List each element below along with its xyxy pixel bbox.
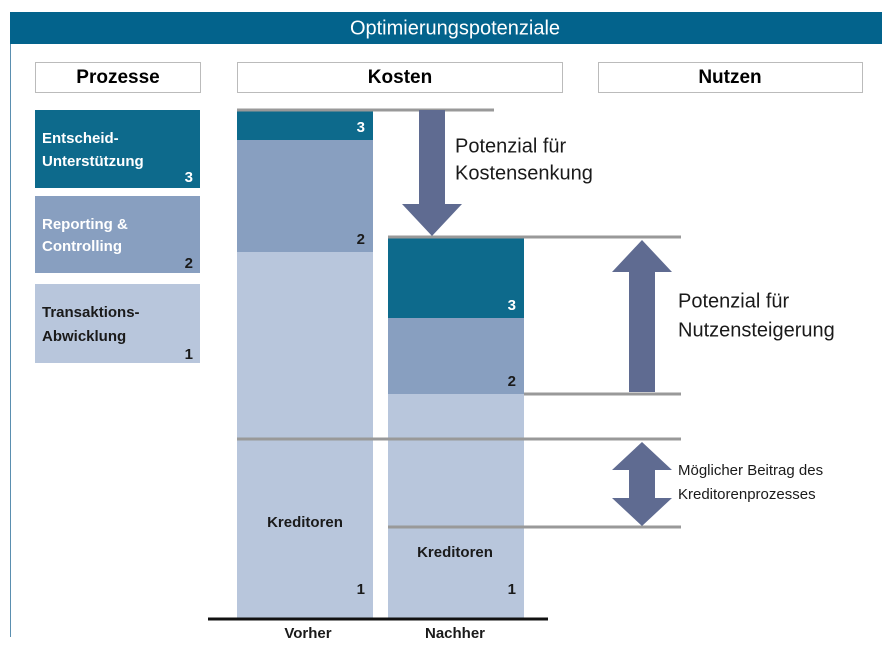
segment-label: 1 xyxy=(508,581,516,598)
column-header-box xyxy=(237,62,563,93)
bar-segment xyxy=(388,394,524,618)
arrow-double xyxy=(612,442,672,526)
annotation: Potenzial für xyxy=(678,290,790,312)
annotation: Nutzensteigerung xyxy=(678,319,835,341)
process-boxes: Entscheid- Unterstützung 3 Reporting & C… xyxy=(35,110,200,363)
process-text: Controlling xyxy=(42,238,122,255)
sub-label: Kreditoren xyxy=(267,514,343,531)
guide-lines xyxy=(237,108,681,529)
bar-segment xyxy=(237,252,373,618)
bar-segment xyxy=(388,318,524,394)
column-header-box xyxy=(35,62,201,93)
process-box xyxy=(35,284,200,363)
bar-segment xyxy=(388,238,524,318)
segment-label: 1 xyxy=(357,581,365,598)
process-text: Unterstützung xyxy=(42,153,144,170)
process-text: Reporting & xyxy=(42,216,128,233)
process-number: 3 xyxy=(185,169,193,186)
annotation: Kostensenkung xyxy=(455,162,593,184)
process-text: Abwicklung xyxy=(42,328,126,345)
column-header: Kosten xyxy=(368,67,432,88)
segment-label: 2 xyxy=(357,231,365,248)
annotation: Möglicher Beitrag des xyxy=(678,462,823,479)
segment-label: 3 xyxy=(508,297,516,314)
bar-vorher: 3 2 1 Kreditoren xyxy=(237,111,373,618)
column-header: Nutzen xyxy=(698,67,761,88)
process-number: 1 xyxy=(185,346,193,363)
arrow-up xyxy=(612,240,672,392)
column-header-box xyxy=(598,62,863,93)
process-text: Entscheid- xyxy=(42,130,119,147)
bar-segment xyxy=(237,111,373,140)
bar-label: Vorher xyxy=(284,625,331,642)
header-title: Optimierungspotenziale xyxy=(350,17,560,39)
process-text: Transaktions- xyxy=(42,304,140,321)
segment-label: 2 xyxy=(508,373,516,390)
segment-label: 3 xyxy=(357,119,365,136)
column-header: Prozesse xyxy=(76,67,159,88)
bar-segment xyxy=(237,140,373,252)
header-bar xyxy=(10,12,882,44)
bar-nachher: 3 2 1 Kreditoren xyxy=(388,238,524,618)
column-headers: Prozesse Kosten Nutzen xyxy=(35,62,863,93)
process-number: 2 xyxy=(185,255,193,272)
annotation: Kreditorenprozesses xyxy=(678,486,816,503)
bar-label: Nachher xyxy=(425,625,485,642)
sub-label: Kreditoren xyxy=(417,544,493,561)
annotation: Potenzial für xyxy=(455,135,567,157)
process-box xyxy=(35,196,200,273)
process-box xyxy=(35,110,200,188)
arrow-down xyxy=(402,110,462,236)
